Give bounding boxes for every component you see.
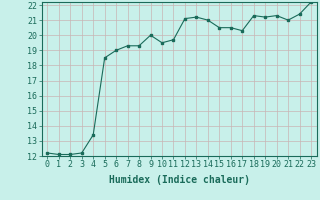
X-axis label: Humidex (Indice chaleur): Humidex (Indice chaleur) <box>109 175 250 185</box>
